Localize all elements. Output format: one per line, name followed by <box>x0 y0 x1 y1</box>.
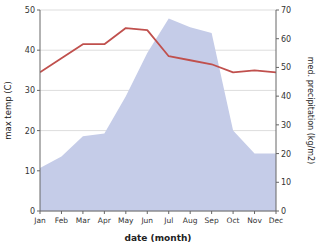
x-tick <box>233 211 234 214</box>
y2-tick-label: 0 <box>281 207 286 216</box>
y-tick <box>37 170 40 171</box>
x-tick-label: Dec <box>269 216 284 225</box>
y2-tick-label: 40 <box>281 92 291 101</box>
y2-tick-label: 30 <box>281 121 291 130</box>
y2-tick-label: 20 <box>281 150 291 159</box>
x-tick <box>276 211 277 214</box>
x-tick-label: Apr <box>98 216 112 225</box>
y-tick-label: 30 <box>25 86 35 95</box>
y-tick-label: 40 <box>25 46 35 55</box>
x-tick-label: Jun <box>140 216 153 225</box>
x-tick-label: Jul <box>163 216 173 225</box>
x-tick <box>211 211 212 214</box>
x-tick <box>254 211 255 214</box>
y2-tick <box>276 10 279 11</box>
y2-tick <box>276 182 279 183</box>
x-axis-line <box>40 211 276 212</box>
y2-tick <box>276 67 279 68</box>
axes: 0 10 20 30 40 50 0 10 20 30 40 50 60 70 Jan Feb Mar Apr Ma… <box>25 6 291 225</box>
y2-tick-label: 10 <box>281 178 291 187</box>
y-tick <box>37 50 40 51</box>
y2-tick-label: 50 <box>281 63 291 72</box>
y2-tick-label: 70 <box>281 6 291 15</box>
x-tick <box>82 211 83 214</box>
y-tick-label: 0 <box>30 207 35 216</box>
y-tick-label: 10 <box>25 167 35 176</box>
y-axis-title: max temp (C) <box>3 81 13 140</box>
y2-axis-title: med. precipitation (kg/m2) <box>306 57 315 164</box>
x-axis-title: date (month) <box>125 233 192 243</box>
x-tick <box>104 211 105 214</box>
grid-line <box>40 10 276 11</box>
x-tick <box>147 211 148 214</box>
x-tick <box>61 211 62 214</box>
y2-axis-line <box>276 10 277 211</box>
x-tick-label: Aug <box>183 216 198 225</box>
x-tick <box>125 211 126 214</box>
x-tick-label: Mar <box>76 216 91 225</box>
x-tick <box>40 211 41 214</box>
y2-tick <box>276 124 279 125</box>
x-tick <box>168 211 169 214</box>
y2-tick <box>276 38 279 39</box>
y-tick <box>37 90 40 91</box>
x-tick-label: Jan <box>33 216 46 225</box>
x-tick-label: Sep <box>205 216 219 225</box>
y-tick-label: 50 <box>25 6 35 15</box>
y-tick-label: 20 <box>25 127 35 136</box>
chart-container: 0 10 20 30 40 50 0 10 20 30 40 50 60 70 Jan Feb Mar Apr Ma… <box>0 0 318 247</box>
x-tick-label: Nov <box>247 216 262 225</box>
x-tick-label: Feb <box>55 216 69 225</box>
chart: 0 10 20 30 40 50 0 10 20 30 40 50 60 70 Jan Feb Mar Apr Ma… <box>0 0 318 247</box>
y2-tick <box>276 96 279 97</box>
x-tick-label: Oct <box>227 216 240 225</box>
y2-tick-label: 60 <box>281 35 291 44</box>
grid <box>40 10 276 211</box>
data <box>40 19 276 211</box>
x-tick <box>190 211 191 214</box>
precipitation-area <box>40 19 276 211</box>
y2-tick <box>276 153 279 154</box>
y-tick <box>37 10 40 11</box>
y-tick <box>37 130 40 131</box>
temperature-line <box>40 28 276 72</box>
y-axis-line <box>40 10 41 211</box>
x-tick-label: May <box>118 216 134 225</box>
grid-line <box>40 211 276 212</box>
